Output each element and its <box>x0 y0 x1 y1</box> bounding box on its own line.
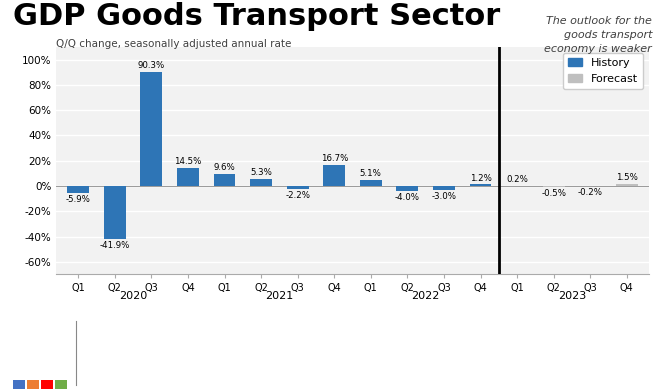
Text: 1.5%: 1.5% <box>616 173 638 182</box>
Text: 0.2%: 0.2% <box>506 175 528 184</box>
Text: 2020: 2020 <box>119 291 147 301</box>
Bar <box>177 168 199 186</box>
Bar <box>543 186 565 187</box>
Text: 14.5%: 14.5% <box>174 157 202 166</box>
Text: -5.9%: -5.9% <box>66 195 91 204</box>
Text: Transportation
Intelligence®: Transportation Intelligence® <box>83 336 148 357</box>
Bar <box>104 186 126 239</box>
Bar <box>13 380 25 389</box>
Bar <box>55 380 67 389</box>
Legend: History, Forecast: History, Forecast <box>563 53 643 89</box>
Bar <box>140 72 162 186</box>
Bar <box>27 380 39 389</box>
Text: -2.2%: -2.2% <box>285 191 310 200</box>
Text: The outlook for the
goods transport
economy is weaker: The outlook for the goods transport econ… <box>544 16 652 54</box>
Bar <box>41 380 53 389</box>
Text: FTR: FTR <box>13 331 64 355</box>
Text: 5.1%: 5.1% <box>360 169 382 178</box>
Text: 5.3%: 5.3% <box>250 169 272 178</box>
Text: 16.7%: 16.7% <box>320 154 348 163</box>
Text: Source: Bureau of Economic Analysis
Forecast by Witte Econometrics, FTR Transpor: Source: Bureau of Economic Analysis Fore… <box>179 336 512 360</box>
Text: 2023: 2023 <box>558 291 586 301</box>
Bar <box>250 179 272 186</box>
Bar <box>68 186 89 193</box>
Text: GDP Goods Transport Sector: GDP Goods Transport Sector <box>13 2 500 31</box>
Text: -4.0%: -4.0% <box>395 193 420 202</box>
Text: -3.0%: -3.0% <box>432 192 456 201</box>
Text: 2021: 2021 <box>265 291 293 301</box>
Bar <box>214 174 236 186</box>
Bar <box>469 185 491 186</box>
Text: Q/Q change, seasonally adjusted annual rate: Q/Q change, seasonally adjusted annual r… <box>56 39 292 49</box>
Bar <box>433 186 455 190</box>
Text: 9.6%: 9.6% <box>214 163 236 172</box>
Text: -0.5%: -0.5% <box>541 189 566 198</box>
Text: -0.2%: -0.2% <box>578 188 602 197</box>
Text: 90.3%: 90.3% <box>138 61 165 70</box>
Bar <box>287 186 308 189</box>
Text: 1.2%: 1.2% <box>469 174 491 183</box>
Bar <box>616 184 638 186</box>
Text: -41.9%: -41.9% <box>99 241 130 250</box>
Bar <box>397 186 418 191</box>
Bar <box>360 180 382 186</box>
Text: 2022: 2022 <box>412 291 440 301</box>
Bar <box>323 165 345 186</box>
